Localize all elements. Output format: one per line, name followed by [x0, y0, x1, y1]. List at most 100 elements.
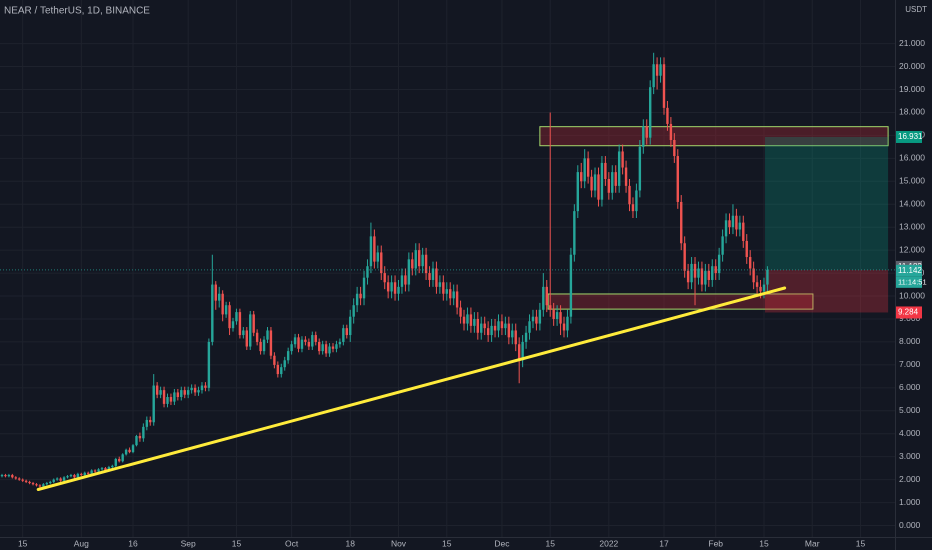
candle-body: [393, 282, 397, 294]
candle-body: [252, 314, 255, 333]
candle-body: [124, 449, 128, 455]
x-tick-label: Mar: [805, 538, 820, 548]
candle-body: [614, 172, 617, 186]
candle-body: [662, 64, 666, 108]
candle-body: [276, 364, 280, 375]
candle-body: [542, 286, 545, 310]
x-tick-label: Feb: [708, 538, 723, 548]
position-profit: [765, 136, 889, 270]
candle-body: [683, 243, 686, 271]
candle-body: [593, 174, 597, 191]
candle-body: [338, 341, 342, 345]
candle-body: [569, 254, 573, 317]
candle-body: [197, 390, 200, 393]
candle-body: [176, 392, 180, 398]
candle-body: [345, 328, 348, 336]
candle-body: [714, 266, 717, 274]
candle-body: [490, 325, 493, 336]
candle-body: [373, 236, 376, 262]
y-tick-label: 5.000: [899, 405, 921, 415]
candle-body: [131, 445, 135, 453]
x-tick-label: Nov: [391, 538, 407, 548]
candle-body: [545, 286, 548, 306]
candle-body: [459, 307, 462, 317]
candle-body: [193, 387, 197, 393]
y-tick-label: 19.000: [899, 84, 925, 94]
candle-body: [493, 325, 497, 331]
candle-body: [607, 179, 611, 193]
candle-body: [352, 305, 355, 317]
candle-body: [235, 312, 238, 322]
candle-body: [738, 222, 742, 230]
price-tag: [896, 264, 922, 277]
candle-body: [286, 351, 290, 361]
candle-body: [762, 284, 766, 292]
candle-body: [342, 328, 345, 342]
candle-body: [138, 436, 142, 439]
y-tick-label: 13.000: [899, 221, 925, 231]
candle-body: [190, 387, 193, 391]
candle-body: [673, 139, 676, 157]
candle-body: [221, 293, 224, 315]
candle-body: [697, 268, 700, 278]
candle-body: [645, 126, 648, 138]
candle-body: [93, 470, 97, 472]
countdown-tag: [896, 276, 922, 288]
candle-body: [604, 162, 607, 179]
candle-body: [628, 185, 631, 205]
candle-body: [752, 268, 755, 283]
candle-body: [611, 172, 614, 193]
candle-body: [7, 475, 11, 477]
candle-body: [362, 277, 366, 299]
position-loss: [765, 269, 889, 313]
candle-body: [497, 321, 500, 331]
candle-body: [18, 478, 21, 480]
grid: [0, 0, 895, 537]
y-tick-label: 6.000: [899, 382, 921, 392]
candle-body: [21, 479, 24, 481]
x-tick-label: 15: [545, 538, 555, 548]
candle-body: [504, 323, 507, 329]
candle-body: [486, 328, 490, 336]
y-tick-label: 12.000: [899, 244, 925, 254]
candle-body: [507, 323, 511, 338]
candle-body: [38, 485, 42, 487]
candle-body: [152, 385, 155, 423]
candle-body: [473, 318, 476, 326]
candle-body: [638, 146, 642, 191]
y-tick-label: 14.000: [899, 198, 925, 208]
candle-body: [166, 397, 169, 404]
candle-body: [280, 367, 283, 375]
candle-body: [417, 250, 421, 267]
candle-body: [431, 268, 435, 280]
candle-body: [652, 64, 655, 88]
candles: [0, 52, 769, 489]
candle-body: [290, 344, 293, 352]
candle-body: [549, 305, 552, 310]
candle-body: [293, 337, 297, 345]
candle-body: [517, 344, 521, 361]
candle-body: [624, 167, 628, 186]
candle-body: [555, 312, 559, 319]
candle-body: [104, 468, 107, 471]
price-tag: [896, 130, 922, 143]
candle-body: [400, 275, 404, 287]
candle-body: [462, 316, 466, 324]
candle-body: [452, 291, 455, 299]
candle-body: [642, 126, 645, 147]
candle-body: [717, 254, 721, 274]
candle-body: [759, 286, 762, 292]
candle-body: [159, 390, 162, 395]
candle-body: [62, 477, 66, 481]
x-tick-label: 18: [346, 538, 356, 548]
candle-body: [583, 158, 586, 182]
y-tick-label: 21.000: [899, 38, 925, 48]
x-tick-label: Dec: [494, 538, 510, 548]
candle-body: [428, 273, 431, 280]
candle-body: [711, 266, 714, 280]
candle-body: [128, 449, 131, 453]
candle-body: [407, 259, 411, 285]
candle-body: [145, 419, 149, 427]
x-tick-label: 15: [232, 538, 242, 548]
y-unit: USDT: [905, 5, 927, 14]
